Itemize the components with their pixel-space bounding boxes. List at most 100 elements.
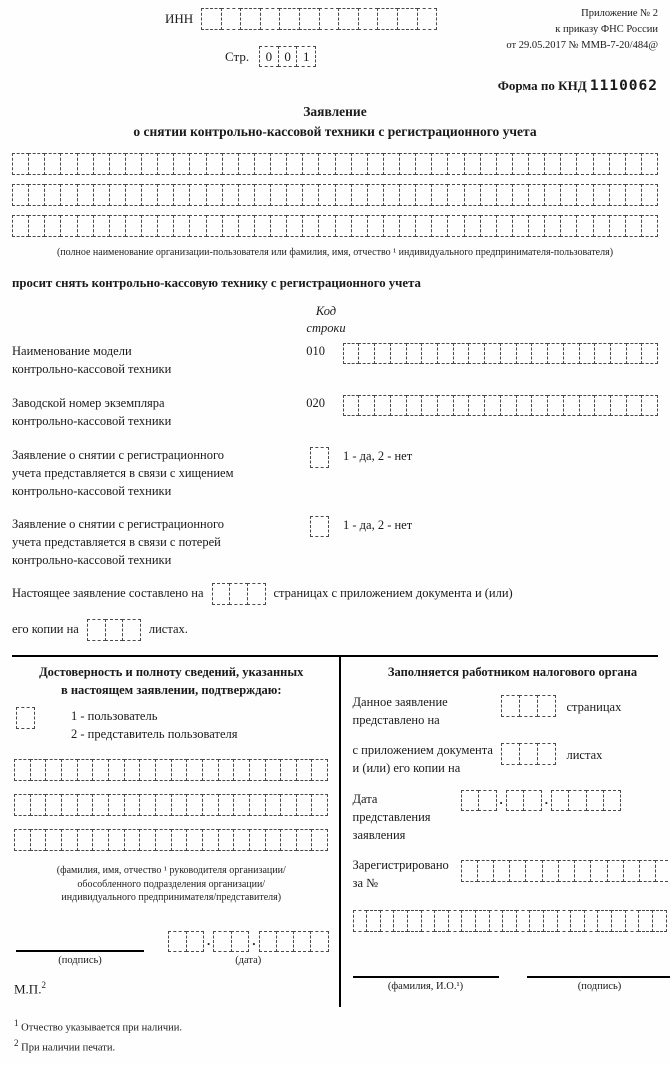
form-cell[interactable] — [434, 910, 449, 932]
form-cell[interactable] — [353, 910, 368, 932]
form-cell[interactable] — [626, 343, 643, 364]
registration-number-input[interactable] — [461, 860, 670, 882]
form-cell[interactable] — [108, 794, 125, 816]
form-cell[interactable] — [383, 215, 400, 237]
form-cell[interactable] — [406, 343, 423, 364]
form-cell[interactable] — [233, 759, 250, 781]
form-cell[interactable] — [351, 153, 368, 175]
form-cell[interactable] — [421, 395, 438, 416]
form-cell[interactable] — [45, 759, 62, 781]
form-cell[interactable] — [233, 794, 250, 816]
form-cell[interactable] — [431, 215, 448, 237]
form-cell[interactable] — [611, 910, 626, 932]
form-cell[interactable] — [351, 215, 368, 237]
form-cell[interactable] — [61, 829, 78, 851]
form-cell[interactable] — [531, 343, 548, 364]
form-cell[interactable] — [28, 184, 45, 206]
form-cell[interactable] — [437, 395, 454, 416]
form-cell[interactable] — [502, 910, 517, 932]
form-cell[interactable] — [240, 8, 261, 30]
form-cell[interactable] — [358, 343, 375, 364]
form-cell[interactable] — [238, 184, 255, 206]
form-cell[interactable] — [519, 743, 538, 765]
form-cell[interactable] — [254, 215, 271, 237]
form-cell[interactable] — [124, 794, 141, 816]
form-cell[interactable] — [270, 184, 287, 206]
form-cell[interactable] — [584, 910, 599, 932]
form-cell[interactable] — [171, 794, 188, 816]
form-cell[interactable] — [296, 759, 313, 781]
submission-date-year-input[interactable] — [551, 790, 621, 811]
form-cell[interactable] — [529, 910, 544, 932]
form-cell[interactable] — [77, 794, 94, 816]
form-cell[interactable] — [61, 794, 78, 816]
form-cell[interactable] — [625, 153, 642, 175]
form-cell[interactable] — [374, 395, 391, 416]
form-cell[interactable] — [383, 184, 400, 206]
form-cell[interactable] — [87, 619, 106, 641]
form-cell[interactable] — [493, 860, 510, 882]
form-cell[interactable]: 0 — [259, 46, 279, 67]
form-cell[interactable] — [560, 153, 577, 175]
form-cell[interactable] — [528, 215, 545, 237]
form-cell[interactable] — [568, 790, 586, 811]
form-cell[interactable] — [512, 184, 529, 206]
form-cell[interactable] — [609, 215, 626, 237]
form-cell[interactable] — [254, 153, 271, 175]
form-cell[interactable] — [415, 215, 432, 237]
form-cell[interactable] — [453, 395, 470, 416]
form-cell[interactable] — [641, 343, 658, 364]
form-cell[interactable] — [609, 184, 626, 206]
form-cell[interactable] — [249, 759, 266, 781]
form-cell[interactable] — [480, 153, 497, 175]
pages-count-input[interactable] — [212, 583, 266, 605]
form-cell[interactable] — [109, 215, 126, 237]
form-cell[interactable] — [447, 184, 464, 206]
form-cell[interactable] — [124, 829, 141, 851]
form-cell[interactable] — [544, 153, 561, 175]
form-cell[interactable] — [496, 215, 513, 237]
form-cell[interactable] — [547, 395, 564, 416]
form-cell[interactable] — [477, 860, 494, 882]
form-cell[interactable] — [528, 153, 545, 175]
form-cell[interactable] — [77, 215, 94, 237]
form-cell[interactable] — [367, 215, 384, 237]
form-cell[interactable] — [202, 794, 219, 816]
form-cell[interactable] — [265, 759, 282, 781]
officer-signature-field[interactable]: (подпись) — [527, 962, 670, 992]
officer-name-input[interactable] — [353, 910, 667, 932]
form-cell[interactable] — [625, 184, 642, 206]
signer-name-row[interactable] — [14, 759, 328, 781]
form-cell[interactable] — [509, 860, 526, 882]
form-cell[interactable] — [318, 184, 335, 206]
form-cell[interactable] — [302, 215, 319, 237]
form-cell[interactable]: 0 — [278, 46, 298, 67]
form-cell[interactable] — [206, 215, 223, 237]
form-cell[interactable] — [77, 759, 94, 781]
form-cell[interactable] — [367, 184, 384, 206]
form-cell[interactable] — [157, 215, 174, 237]
form-cell[interactable] — [286, 184, 303, 206]
form-cell[interactable] — [311, 794, 328, 816]
form-cell[interactable] — [77, 829, 94, 851]
form-cell[interactable] — [512, 153, 529, 175]
form-cell[interactable] — [610, 343, 627, 364]
form-cell[interactable] — [92, 829, 109, 851]
form-cell[interactable] — [593, 184, 610, 206]
form-cell[interactable] — [173, 215, 190, 237]
form-cell[interactable] — [221, 8, 242, 30]
field-model-name-input[interactable] — [343, 343, 658, 364]
form-cell[interactable] — [461, 790, 480, 811]
form-cell[interactable] — [310, 931, 328, 952]
form-cell[interactable] — [399, 215, 416, 237]
form-cell[interactable] — [231, 931, 250, 952]
officer-signature-line[interactable] — [527, 962, 670, 978]
form-cell[interactable] — [186, 794, 203, 816]
signer-name-row[interactable] — [14, 794, 328, 816]
form-cell[interactable] — [625, 910, 640, 932]
form-cell[interactable] — [461, 910, 476, 932]
form-cell[interactable] — [265, 829, 282, 851]
form-cell[interactable] — [537, 743, 556, 765]
form-cell[interactable] — [415, 153, 432, 175]
